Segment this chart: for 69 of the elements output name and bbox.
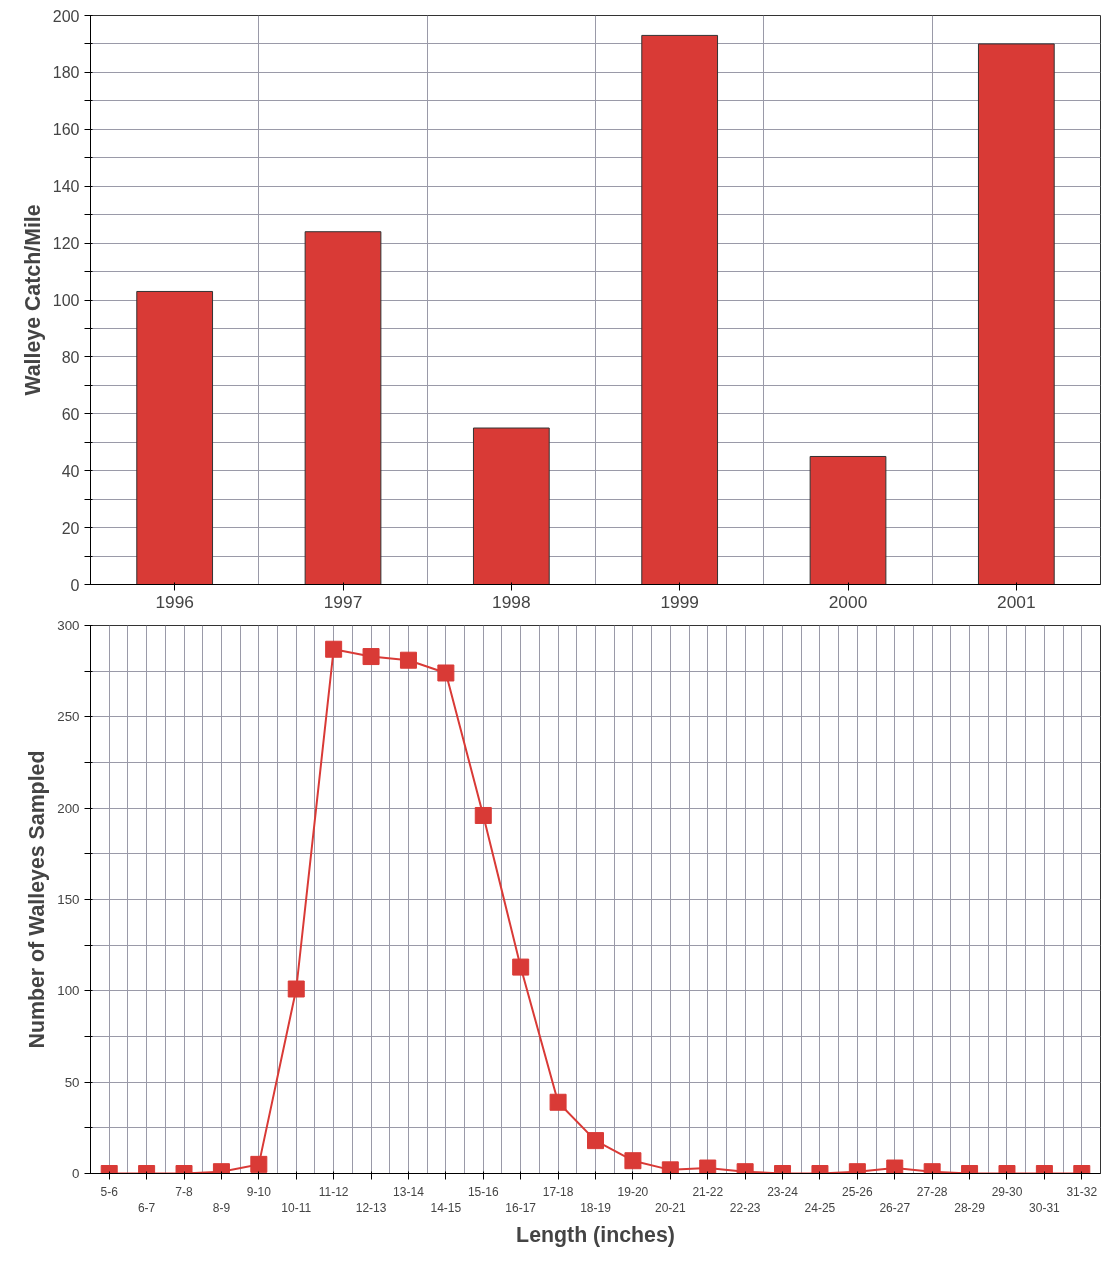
y-tick-label: 0 [70,576,80,594]
x-tick-label: 25-26 [842,1184,874,1199]
x-tick-label: 19-20 [617,1184,649,1199]
x-tick-label: 10-11 [281,1201,312,1216]
x-tick-label: 28-29 [954,1201,986,1216]
y-tick-label: 80 [61,348,80,366]
x-tick-label: 7-8 [175,1184,194,1199]
x-tick-label: 11-12 [318,1184,349,1199]
y-tick-label: 50 [64,1074,80,1090]
y-tick-label: 0 [72,1166,80,1181]
x-tick-label: 13-14 [393,1184,425,1199]
x-tick-label: 21-22 [692,1184,724,1199]
y-tick-label: 150 [57,892,80,907]
point [699,1159,717,1174]
x-tick-label: 9-10 [246,1184,272,1199]
x-tick-label: 22-23 [729,1201,761,1216]
x-tick-label: 29-30 [991,1184,1023,1199]
y-axis-title: Number of Walleyes Sampled [25,750,50,1049]
y-tick-label: 100 [57,983,80,999]
point [287,980,305,998]
y-tick-label: 120 [52,235,80,253]
x-tick-label: 1996 [155,591,194,612]
y-tick-label: 200 [52,7,80,25]
y-tick-label: 40 [61,462,80,480]
x-tick-label: 30-31 [1029,1201,1061,1216]
y-tick-label: 100 [52,292,80,309]
x-tick-label: 17-18 [542,1184,574,1199]
y-tick-label: 160 [52,121,80,139]
x-tick-label: 12-13 [355,1201,387,1216]
x-tick-label: 8-9 [212,1201,231,1216]
point [399,651,417,669]
x-tick-label: 16-17 [505,1201,537,1216]
x-tick-label: 15-16 [467,1184,499,1199]
x-tick-label: 20-21 [654,1201,686,1216]
x-tick-label: 24-25 [804,1201,836,1216]
point [362,648,380,666]
point [886,1159,904,1174]
y-tick-label: 300 [57,618,80,633]
x-tick-label: 14-15 [430,1201,462,1216]
bar [304,231,382,585]
x-tick-label: 26-27 [879,1201,911,1216]
point [325,640,343,658]
y-tick-label: 200 [57,800,80,816]
x-tick-label: 27-28 [916,1184,948,1199]
x-tick-label: 1997 [323,591,363,612]
point [512,958,530,976]
bar [136,290,214,585]
y-tick-label: 250 [57,709,80,725]
x-tick-label: 5-6 [100,1184,119,1199]
y-tick-label: 60 [61,405,80,423]
bar [641,34,719,585]
bar [472,427,550,585]
x-tick-label: 2000 [828,591,868,612]
bar [977,43,1055,585]
point [474,806,492,824]
x-tick-label: 31-32 [1066,1184,1098,1199]
x-tick-label: 6-7 [137,1201,156,1216]
x-tick-label: 18-19 [580,1201,612,1216]
x-axis-title: Length (inches) [516,1223,675,1248]
x-tick-label: 23-24 [767,1184,799,1199]
y-tick-label: 180 [52,64,80,82]
x-tick-label: 1998 [492,591,531,612]
bar [809,455,887,585]
x-tick-label: 1999 [660,591,699,612]
y-tick-label: 20 [61,519,80,537]
y-axis-title: Walleye Catch/Mile [20,204,45,396]
point [437,664,455,682]
x-tick-label: 2001 [997,591,1036,612]
y-tick-label: 140 [52,178,80,196]
